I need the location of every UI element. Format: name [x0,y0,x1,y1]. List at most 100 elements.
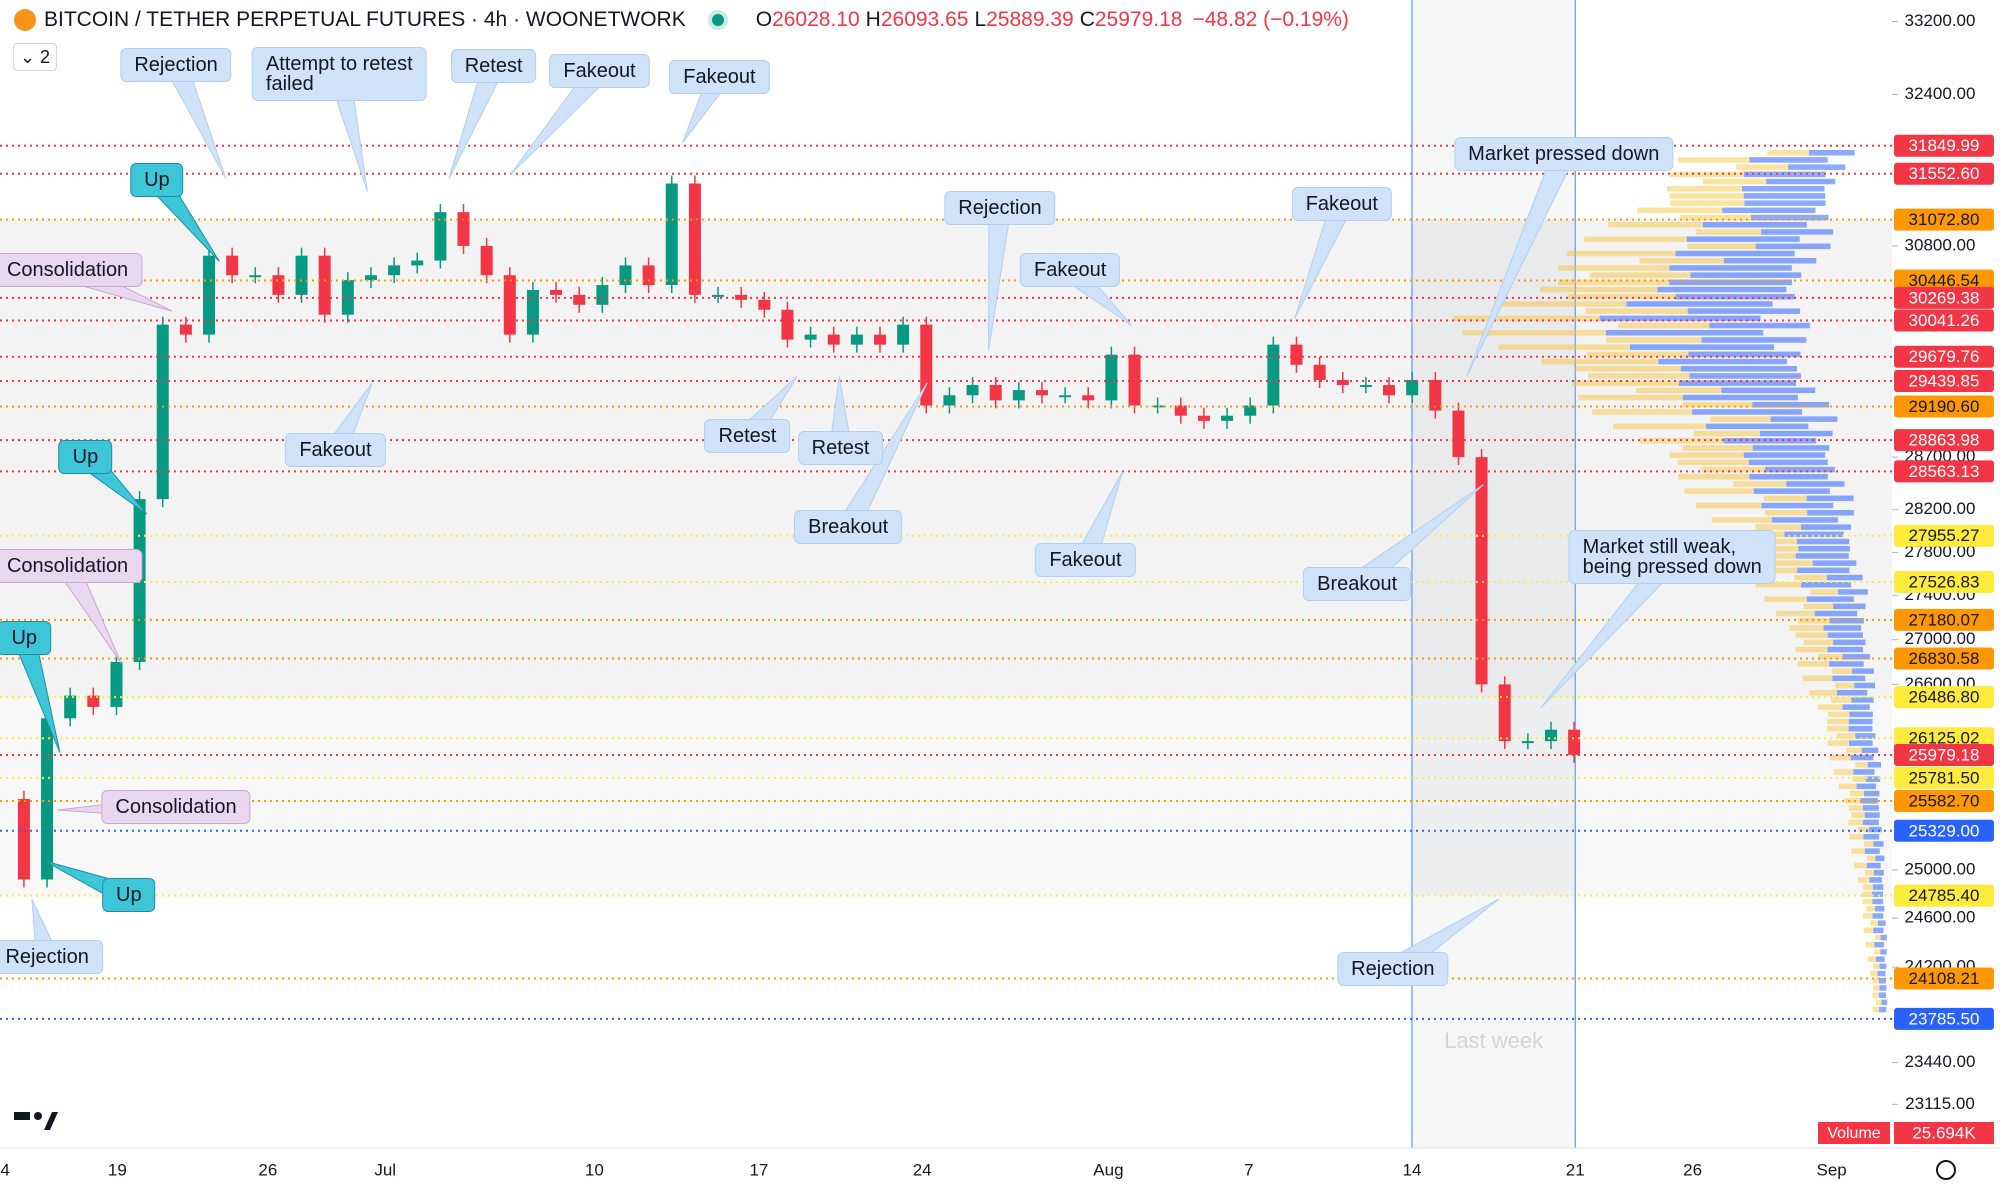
annotation[interactable]: Retest [704,419,791,454]
annotation[interactable]: Market pressed down [1454,137,1674,172]
annotation[interactable]: Up [102,878,156,913]
annotation[interactable]: Breakout [1303,567,1412,602]
price-tag [1894,766,1994,789]
volume-profile-bar [1851,848,1865,854]
volume-profile-bar [1842,704,1870,710]
volume-profile-bar [1865,942,1875,948]
volume-profile-bar [1833,639,1866,646]
annotation[interactable]: Rejection [120,48,232,83]
price-tag [1894,460,1994,483]
annotation-text: Fakeout [563,60,636,83]
volume-profile-bar [1677,459,1750,466]
x-tick-label: 21 [1566,1160,1585,1179]
annotation[interactable]: Rejection [0,939,103,974]
volume-profile-bar [1709,416,1771,422]
annotation[interactable]: Fakeout [1020,253,1121,288]
price-tag [1894,686,1994,709]
volume-profile-bar [1812,560,1857,566]
ohlc: O26028.10 H26093.65 L25889.39 C25979.18 [750,8,1183,32]
volume-profile-bar [1795,553,1849,559]
volume-profile-bar [1750,214,1829,221]
ohlc-key: C [1079,8,1095,31]
annotation-text: Up [116,884,142,907]
volume-tag [1894,1122,1994,1144]
volume-profile-bar [1795,632,1828,638]
volume-profile-bar [1789,625,1824,631]
market-status [707,10,728,30]
volume-profile-bar [1873,841,1884,847]
price-tick-label: 23115.00 [1905,1094,1975,1113]
price-tag [1894,309,1994,332]
volume-profile-bar [1823,625,1862,631]
annotation[interactable]: Fakeout [669,59,770,94]
volume-profile-bar [1827,718,1849,725]
volume-profile-bar [1776,610,1815,617]
volume-profile-bar [1586,351,1689,358]
indicator-toggle[interactable]: ⌄ 2 [13,43,57,71]
annotation[interactable]: Rejection [1337,952,1449,987]
candle [665,183,678,286]
volume-profile-bar [1797,661,1830,667]
annotation[interactable]: Consolidation [0,253,143,288]
candle [688,183,701,295]
volume-profile-bar [1878,978,1887,984]
volume-profile-bar [1801,582,1852,588]
volume-profile-bar [1678,157,1750,163]
volume-profile-bar [1838,783,1857,790]
volume-profile-bar [1584,236,1687,242]
annotation[interactable]: Up [0,620,52,655]
price-tag-label: 30446.54 [1909,271,1980,290]
volume-profile-bar [1833,603,1866,610]
volume-profile-bar [1773,560,1813,566]
annotation[interactable]: Fakeout [1291,187,1392,222]
annotation-text: Rejection [5,945,89,968]
volume-value: 25.694K [1912,1123,1976,1142]
volume-profile-bar [1558,265,1670,271]
annotation-text: being pressed down [1582,556,1762,579]
volume-profile-bar [1788,164,1846,170]
volume-profile-bar [1567,250,1676,257]
ohlc-key: O [755,8,773,31]
annotation[interactable]: Fakeout [285,433,386,468]
volume-profile-bar [1686,236,1800,242]
volume-profile-bar [1770,416,1838,422]
candle [850,334,863,345]
annotation-text: Rejection [958,196,1042,219]
annotation[interactable]: Consolidation [0,549,143,584]
symbol-title[interactable]: BITCOIN / TETHER PERPETUAL FUTURES · 4h … [44,8,686,31]
candle [1336,379,1349,386]
candle [1290,344,1303,365]
annotation[interactable]: Fakeout [549,54,650,89]
volume-profile-bar [1879,963,1887,970]
volume-profile-bar [1879,985,1887,991]
annotation[interactable]: Attempt to retest failed [251,46,427,101]
annotation[interactable]: Up [58,439,113,474]
volume-profile-bar [1723,438,1817,444]
candle [295,255,308,295]
annotation[interactable]: Up [130,162,184,197]
volume-profile-bar [1818,654,1843,660]
price-tag-label: 28563.13 [1909,462,1980,481]
price-tag-label: 28863.98 [1909,431,1980,450]
volume-profile-bar [1803,603,1834,610]
annotation[interactable]: Fakeout [1035,542,1136,577]
volume-profile-bar [1682,445,1753,451]
volume-profile-bar [1629,344,1775,350]
volume-profile-bar [1870,920,1878,926]
annotation[interactable]: Retest [450,49,537,84]
annotation[interactable]: Market still weak, being pressed down [1568,530,1776,585]
annotation[interactable]: Breakout [794,509,903,544]
annotation[interactable]: Retest [797,430,884,465]
candle [1475,457,1488,685]
volume-profile-bar [1721,387,1816,394]
annotation[interactable]: Rejection [944,190,1056,225]
volume-profile-bar [1846,747,1862,754]
candle [920,324,933,406]
x-tick-label: Aug [1093,1160,1123,1179]
volume-profile-bar [1830,697,1852,703]
annotation-text: Fakeout [1049,548,1122,571]
price-tag-label: 26125.02 [1909,729,1980,748]
settings-icon[interactable] [1936,1160,1956,1180]
annotation[interactable]: Consolidation [101,790,251,825]
volume-profile-bar [1864,812,1880,818]
